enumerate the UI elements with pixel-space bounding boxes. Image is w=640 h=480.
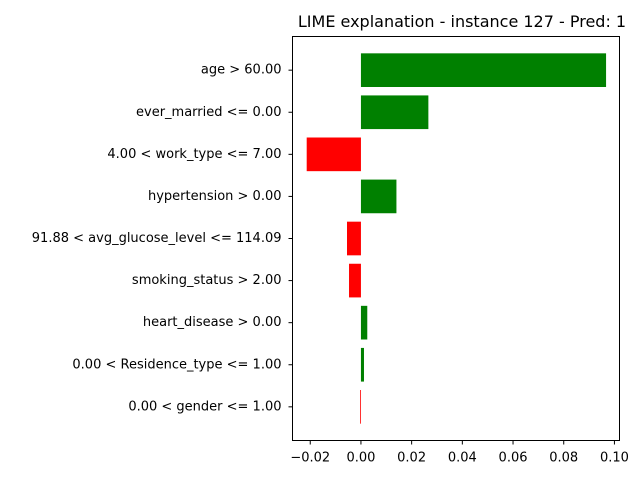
bar-1 xyxy=(360,95,429,130)
x-tick-label-0: −0.02 xyxy=(290,451,330,466)
y-tick-label-0: age > 60.00 xyxy=(201,63,282,78)
y-tick-label-3: hypertension > 0.00 xyxy=(148,189,282,204)
bar-3 xyxy=(360,179,397,214)
x-tick-label-3: 0.04 xyxy=(448,451,477,466)
x-axis: −0.02 0.00 0.02 0.04 0.06 0.08 0.10 xyxy=(290,440,629,466)
plot-frame xyxy=(292,36,620,441)
chart-title: LIME explanation - instance 127 - Pred: … xyxy=(298,12,626,31)
bars-group xyxy=(306,53,607,424)
bar-2 xyxy=(306,137,361,172)
bar-7 xyxy=(360,347,364,382)
x-tick-label-5: 0.08 xyxy=(549,451,578,466)
x-tick-label-2: 0.02 xyxy=(397,451,426,466)
bar-6 xyxy=(360,305,368,340)
y-tick-label-7: 0.00 < Residence_type <= 1.00 xyxy=(72,357,281,372)
y-tick-label-4: 91.88 < avg_glucose_level <= 114.09 xyxy=(32,231,282,246)
y-tick-label-5: smoking_status > 2.00 xyxy=(132,273,282,288)
bar-4 xyxy=(347,221,361,256)
y-tick-label-2: 4.00 < work_type <= 7.00 xyxy=(107,147,281,162)
x-tick-label-6: 0.10 xyxy=(600,451,629,466)
y-tick-label-6: heart_disease > 0.00 xyxy=(143,315,282,330)
y-axis: age > 60.00 ever_married <= 0.00 4.00 < wo… xyxy=(32,63,293,414)
bar-5 xyxy=(349,263,361,298)
y-tick-label-8: 0.00 < gender <= 1.00 xyxy=(128,399,281,414)
y-tick-label-1: ever_married <= 0.00 xyxy=(136,105,281,120)
bar-0 xyxy=(360,53,607,87)
x-tick-label-1: 0.00 xyxy=(346,451,375,466)
bar-8 xyxy=(360,390,361,424)
x-tick-label-4: 0.06 xyxy=(499,451,528,466)
